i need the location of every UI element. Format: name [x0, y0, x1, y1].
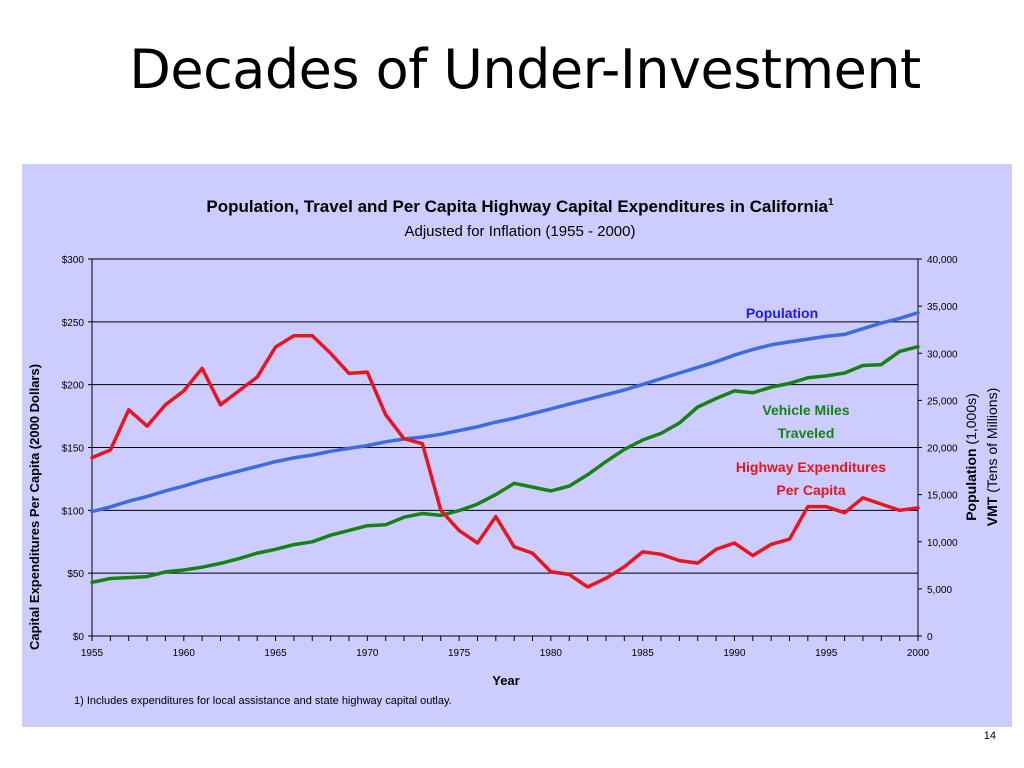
y-right-tick-label: 35,000 [927, 302, 958, 313]
y-right-tick-label: 30,000 [927, 349, 958, 360]
page-number: 14 [983, 730, 996, 742]
slide-title: Decades of Under-Investment [129, 38, 921, 101]
series-label-vehicle-miles-traveled: Traveled [778, 425, 835, 441]
y-axis-right-title-line2: VMT (Tens of Millions) [984, 388, 1000, 526]
x-tick-label: 1975 [448, 648, 471, 659]
y-right-tick-label: 15,000 [927, 491, 958, 502]
x-tick-label: 2000 [907, 648, 930, 659]
series-label-population: Population [746, 305, 818, 321]
x-tick-label: 1980 [540, 648, 563, 659]
y-right-tick-label: 40,000 [927, 255, 958, 266]
y-left-tick-label: $300 [62, 255, 85, 266]
y-axis-left: $0 $50 $100 $150 $200 $250 $300 [62, 255, 92, 643]
y-right-tick-label: 0 [927, 632, 933, 643]
series-line-highway-expenditures-per-capita [90, 333, 920, 589]
y-left-tick-label: $200 [62, 381, 85, 392]
y-axis-right-vmt-rest: (Tens of Millions) [984, 388, 1000, 497]
x-tick-label: 1965 [264, 648, 287, 659]
gridlines [92, 258, 918, 574]
x-tick-label: 1985 [632, 648, 655, 659]
x-tick-label: 1970 [356, 648, 379, 659]
y-axis-right-title-line1: Population (1,000s) [963, 393, 979, 521]
x-axis-title: Year [492, 673, 519, 688]
y-axis-right-vmt-bold: VMT [984, 496, 1000, 526]
chart-svg: Population, Travel and Per Capita Highwa… [27, 197, 1000, 707]
y-right-tick-label: 25,000 [927, 396, 958, 407]
y-axis-right-population-rest: (1,000s) [963, 393, 979, 448]
y-left-tick-label: $250 [62, 318, 85, 329]
series-lines [90, 310, 920, 589]
chart-footnote: 1) Includes expenditures for local assis… [74, 695, 452, 707]
x-axis: 1955 1960 1965 1970 1975 1980 1985 1990 1995 2000 [81, 636, 930, 659]
x-tick-label: 1960 [173, 648, 196, 659]
y-axis-right: 0 5,000 10,000 15,000 20,000 25,000 30,000 35,0… [918, 255, 958, 643]
y-right-tick-label: 5,000 [927, 585, 952, 596]
series-label-vehicle-miles-traveled: Vehicle Miles [762, 402, 849, 418]
y-left-tick-label: $50 [67, 569, 84, 580]
chart-panel: Population, Travel and Per Capita Highwa… [22, 164, 1012, 727]
y-axis-right-population-bold: Population [963, 448, 979, 520]
chart-title-superscript: 1 [828, 197, 834, 208]
series-label-highway-expenditures-per-capita: Highway Expenditures [736, 459, 886, 475]
chart-subtitle: Adjusted for Inflation (1955 - 2000) [405, 223, 636, 240]
chart-title: Population, Travel and Per Capita Highwa… [206, 197, 834, 216]
series-line-vehicle-miles-traveled [90, 344, 920, 585]
series-line-population [90, 310, 920, 514]
series-label-highway-expenditures-per-capita: Per Capita [776, 482, 845, 498]
y-right-tick-label: 10,000 [927, 538, 958, 549]
x-tick-label: 1995 [815, 648, 838, 659]
y-left-tick-label: $0 [73, 632, 85, 643]
y-axis-left-title: Capital Expenditures Per Capita (2000 Do… [27, 364, 42, 650]
y-right-tick-label: 20,000 [927, 444, 958, 455]
x-tick-label: 1955 [81, 648, 104, 659]
y-left-tick-label: $100 [62, 506, 85, 517]
series-labels: Population Vehicle Miles Traveled Highway E… [736, 305, 886, 498]
chart-title-text: Population, Travel and Per Capita Highwa… [206, 197, 828, 216]
x-tick-label: 1990 [723, 648, 746, 659]
y-left-tick-label: $150 [62, 444, 85, 455]
